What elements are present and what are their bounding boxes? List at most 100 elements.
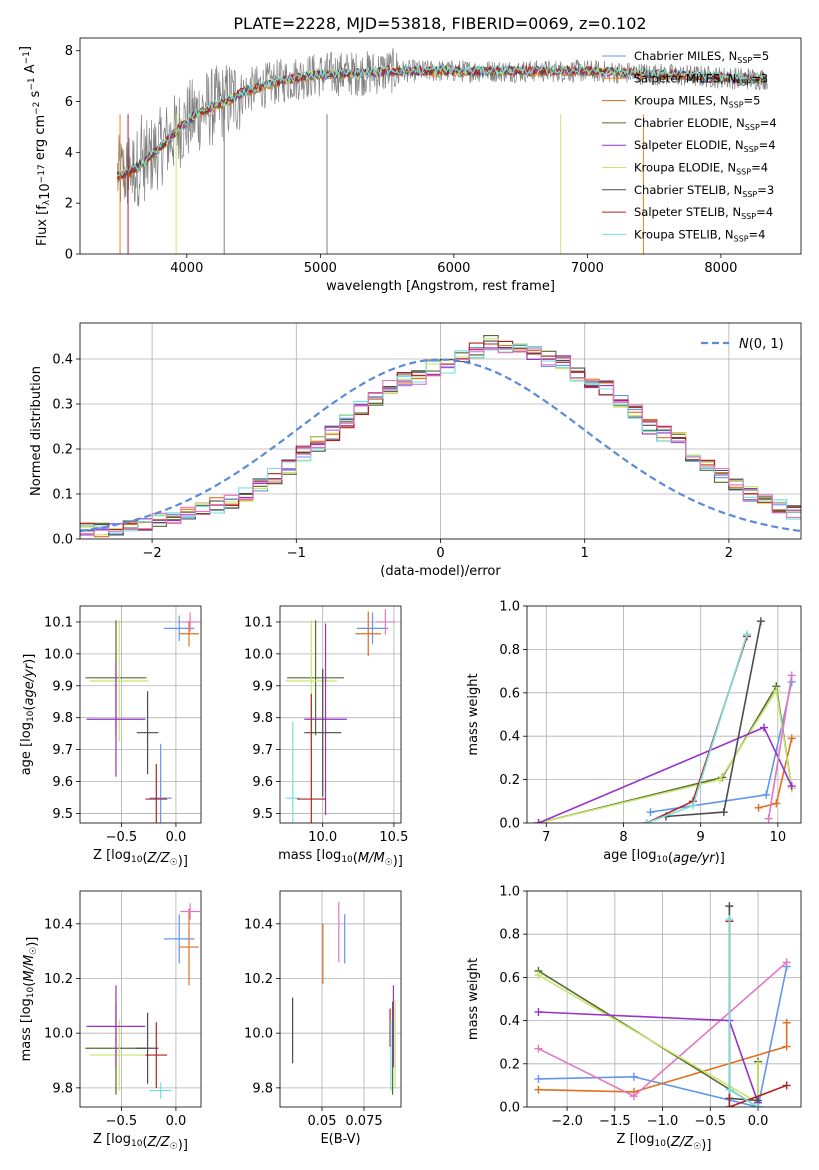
x-tick-label: −0.5 (695, 1114, 727, 1129)
panel-mass_weight_vs_age: 7 8 9 10 0.0 0.2 0.4 0.6 0.8 1.0 age [log10(age/yr… (466, 600, 802, 866)
data-point (136, 691, 159, 775)
data-point (149, 743, 172, 823)
axes-frame (279, 605, 402, 824)
chart-panels: 4000 5000 6000 7000 8000 0 2 4 6 8 wavelength [Ang… (18, 37, 802, 1153)
data-point (304, 668, 342, 797)
y-tick-label: 9.8 (252, 1081, 273, 1096)
weight-marker (787, 734, 796, 743)
y-tick-label: 10.2 (244, 972, 273, 987)
plot-area (116, 48, 768, 254)
weight-marker (715, 775, 724, 784)
weight-marker (772, 799, 781, 808)
y-tick-label: 0.2 (499, 1057, 520, 1072)
panel-mass_weight_vs_Z: −2.0 −1.5 −1.0 −0.5 0.0 0.0 0.2 0.4 0.6 0.8 1.0 Z [… (466, 885, 802, 1153)
x-tick-label: 10 (770, 830, 787, 845)
x-axis-label: (data-model)/error (380, 564, 501, 579)
panel-spectrum: 4000 5000 6000 7000 8000 0 2 4 6 8 wavelength [Ang… (18, 37, 802, 294)
y-tick-label: 10.0 (44, 1027, 73, 1042)
data-point (179, 620, 199, 647)
weight-marker (725, 1103, 734, 1107)
y-tick-label: 1.0 (499, 885, 520, 900)
weight-marker (629, 1072, 638, 1081)
y-tick-label: 0.2 (52, 443, 73, 458)
x-tick-label: 6000 (437, 261, 470, 276)
x-tick-label: 1 (581, 546, 589, 561)
axes-frame (79, 605, 202, 824)
x-axis-label: E(B-V) (320, 1132, 360, 1147)
panel-mass_vs_Z: −0.5 0.0 9.8 10.0 10.2 10.4 Z [log10(Z/Z☉)] mas… (19, 890, 202, 1153)
data-point (86, 985, 146, 1068)
weight-series-chabrier_miles (538, 966, 788, 1107)
y-tick-label: 0.6 (499, 686, 520, 701)
x-tick-label: 0.05 (308, 1114, 337, 1129)
weight-series-orange (538, 1022, 788, 1093)
data-point (145, 763, 168, 823)
weight-marker (646, 808, 655, 817)
y-axis-label: mass weight (466, 673, 481, 755)
y-tick-label: 0 (65, 248, 73, 263)
weight-series-pink (767, 675, 793, 819)
data-point (180, 903, 200, 920)
y-tick-label: 8 (65, 44, 73, 59)
x-tick-label: 7 (542, 830, 550, 845)
weight-marker (759, 723, 768, 732)
y-axis-label: Flux [fλ10−17 erg cm−2 s−1 A−1] (18, 46, 53, 246)
plot-area (527, 891, 801, 1107)
y-tick-label: 10.0 (244, 1027, 273, 1042)
y-axis-label: mass weight (466, 958, 481, 1040)
y-tick-label: 9.5 (252, 807, 273, 822)
weight-marker (762, 790, 771, 799)
y-tick-label: 6 (65, 95, 73, 110)
y-tick-label: 9.7 (52, 743, 73, 758)
panel-age_vs_Z: −0.5 0.0 9.5 9.6 9.7 9.8 9.9 10.0 10.1 Z [log10(Z… (19, 605, 202, 869)
weight-marker (642, 819, 651, 823)
x-tick-label: 4000 (170, 261, 203, 276)
x-tick-label: 0.0 (748, 1114, 769, 1129)
weight-marker (782, 1018, 791, 1027)
y-tick-label: 0.4 (499, 730, 520, 745)
axes-frame (526, 890, 802, 1108)
data-point (287, 620, 345, 736)
weight-marker (534, 819, 543, 823)
y-tick-label: 0.0 (499, 1101, 520, 1116)
plot-area (527, 606, 801, 823)
y-tick-label: 10.4 (244, 917, 273, 932)
data-point (86, 661, 146, 777)
x-tick-label: 10.0 (308, 830, 337, 845)
weight-marker (787, 671, 796, 680)
x-tick-label: −0.5 (106, 1114, 138, 1129)
legend-entry: N(0, 1) (739, 337, 784, 352)
weight-marker (534, 1085, 543, 1094)
y-tick-label: 9.7 (252, 743, 273, 758)
x-tick-label: −1.0 (647, 1114, 679, 1129)
weight-marker (754, 1059, 763, 1068)
y-tick-label: 10.0 (244, 647, 273, 662)
y-tick-label: 10.2 (44, 972, 73, 987)
y-tick-label: 0.1 (52, 488, 73, 503)
data-point (179, 908, 199, 986)
x-tick-label: 8 (619, 830, 627, 845)
x-tick-label: 10.5 (379, 830, 408, 845)
legend-entry: Chabrier MILES, NSSP=5 (634, 49, 769, 65)
x-tick-label: −1.5 (599, 1114, 631, 1129)
data-point (180, 612, 200, 632)
y-tick-label: 9.8 (52, 711, 73, 726)
weight-marker (782, 1042, 791, 1051)
spectrum-legend: Chabrier MILES, NSSP=5 Salpeter MILES, NS… (602, 49, 777, 243)
legend-entry: Chabrier STELIB, NSSP=3 (634, 183, 774, 199)
weight-marker (534, 971, 543, 980)
legend-entry: Kroupa ELODIE, NSSP=4 (634, 161, 768, 177)
axes-frame (279, 890, 402, 1108)
x-tick-label: −0.5 (106, 830, 138, 845)
axes-frame (79, 890, 202, 1108)
weight-series-orange (758, 738, 793, 809)
legend-entry: Kroupa STELIB, NSSP=4 (634, 227, 765, 243)
gaussian-curve (80, 358, 801, 533)
weight-marker (534, 1074, 543, 1083)
panel-residuals: −2 −1 0 1 2 0.0 0.1 0.2 0.3 0.4 (data-model)/error… (29, 322, 802, 579)
weight-marker (725, 1085, 734, 1094)
y-tick-label: 9.6 (252, 775, 273, 790)
plot-area (80, 323, 801, 539)
y-tick-label: 0.8 (499, 928, 520, 943)
weight-marker (725, 915, 734, 924)
